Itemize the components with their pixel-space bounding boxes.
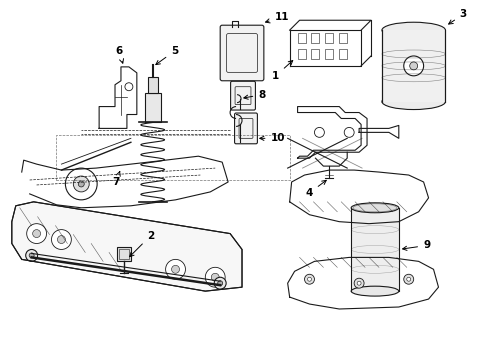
- Circle shape: [165, 260, 185, 279]
- FancyBboxPatch shape: [230, 81, 255, 110]
- Circle shape: [217, 281, 222, 286]
- Bar: [119, 249, 129, 260]
- Text: 10: 10: [259, 133, 285, 143]
- Circle shape: [314, 127, 324, 137]
- Bar: [297, 49, 305, 59]
- Bar: [144, 93, 161, 122]
- Bar: [325, 33, 333, 43]
- Circle shape: [304, 274, 314, 284]
- Text: 6: 6: [115, 46, 123, 63]
- Circle shape: [29, 253, 34, 258]
- Bar: [311, 33, 319, 43]
- Bar: [339, 33, 346, 43]
- Circle shape: [344, 127, 353, 137]
- Text: 8: 8: [244, 90, 265, 100]
- Circle shape: [356, 281, 360, 285]
- Ellipse shape: [350, 203, 398, 213]
- Text: 5: 5: [156, 46, 178, 64]
- Ellipse shape: [350, 286, 398, 296]
- Bar: [147, 77, 157, 93]
- Circle shape: [124, 83, 133, 91]
- Bar: [117, 247, 131, 261]
- Circle shape: [171, 265, 179, 273]
- Text: 11: 11: [265, 12, 288, 23]
- Text: 9: 9: [402, 240, 429, 251]
- Bar: [350, 208, 398, 291]
- Text: 3: 3: [447, 9, 466, 24]
- Bar: [297, 33, 305, 43]
- Bar: [311, 49, 319, 59]
- Polygon shape: [12, 202, 242, 291]
- Circle shape: [214, 277, 225, 289]
- Circle shape: [353, 278, 364, 288]
- Text: 2: 2: [129, 230, 154, 257]
- Circle shape: [73, 176, 89, 192]
- Circle shape: [78, 181, 84, 187]
- Circle shape: [307, 277, 311, 281]
- Circle shape: [406, 277, 410, 281]
- Circle shape: [57, 235, 65, 243]
- Circle shape: [211, 273, 219, 281]
- Circle shape: [65, 168, 97, 200]
- Bar: [381, 30, 445, 102]
- Text: 1: 1: [272, 60, 292, 81]
- Circle shape: [51, 230, 71, 249]
- Text: 7: 7: [112, 171, 120, 187]
- FancyBboxPatch shape: [220, 25, 264, 81]
- FancyBboxPatch shape: [234, 113, 257, 144]
- Circle shape: [33, 230, 41, 238]
- Ellipse shape: [381, 94, 445, 109]
- Circle shape: [205, 267, 224, 287]
- Circle shape: [27, 224, 46, 243]
- Ellipse shape: [381, 22, 445, 38]
- Bar: [339, 49, 346, 59]
- Circle shape: [26, 249, 38, 261]
- Text: 4: 4: [305, 180, 325, 198]
- Bar: [325, 49, 333, 59]
- Ellipse shape: [403, 56, 423, 76]
- Circle shape: [403, 274, 413, 284]
- Ellipse shape: [409, 62, 417, 70]
